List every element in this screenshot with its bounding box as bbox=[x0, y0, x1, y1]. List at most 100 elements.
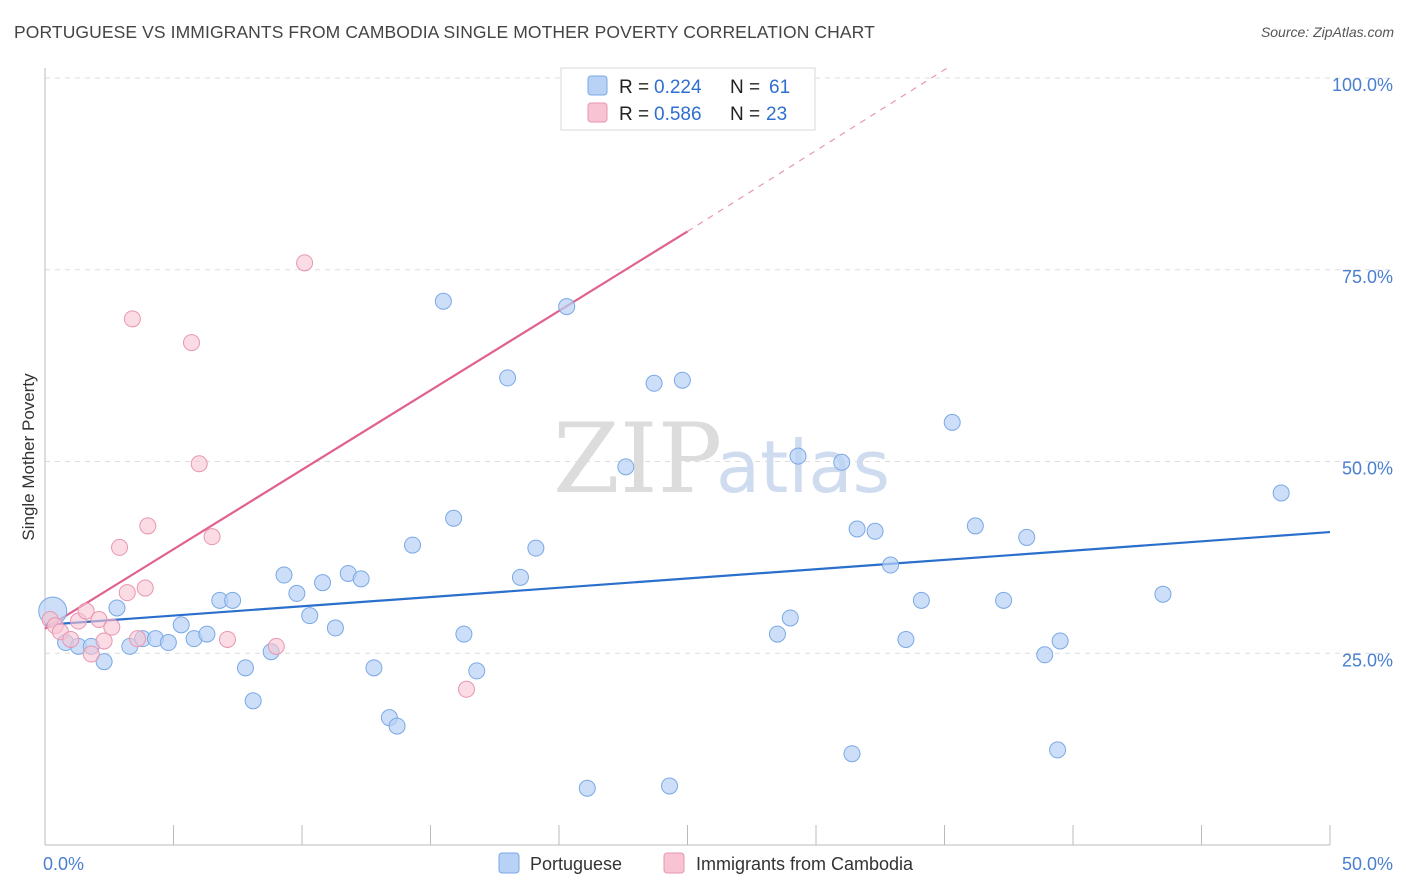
point-portuguese-18 bbox=[275, 566, 293, 584]
trend-layer bbox=[44, 65, 1331, 630]
point-portuguese-16 bbox=[244, 692, 262, 710]
y-tick-label-1: 50.0% bbox=[1342, 459, 1393, 479]
point-portuguese-37 bbox=[578, 779, 596, 797]
point-portuguese-20 bbox=[301, 607, 319, 625]
y-tick-label-2: 75.0% bbox=[1342, 267, 1393, 287]
point-portuguese-41 bbox=[673, 371, 691, 389]
point-portuguese-56 bbox=[1036, 646, 1054, 664]
axis-layer bbox=[44, 68, 1331, 846]
point-portuguese-45 bbox=[833, 453, 851, 471]
point-portuguese-55 bbox=[1018, 528, 1036, 546]
point-portuguese-39 bbox=[645, 374, 663, 392]
y-axis-label: Single Mother Poverty bbox=[19, 373, 38, 541]
point-cambodia-16 bbox=[182, 334, 200, 352]
point-cambodia-11 bbox=[118, 584, 136, 602]
x-tick-label-0: 0.0% bbox=[43, 854, 84, 874]
point-portuguese-43 bbox=[781, 609, 799, 627]
point-cambodia-8 bbox=[95, 632, 113, 650]
point-portuguese-47 bbox=[848, 520, 866, 538]
point-portuguese-5 bbox=[108, 599, 126, 617]
point-portuguese-48 bbox=[866, 522, 884, 540]
grid-layer bbox=[45, 77, 1390, 654]
point-portuguese-40 bbox=[661, 777, 679, 795]
point-portuguese-4 bbox=[95, 653, 113, 671]
bottom-legend-swatch-portuguese bbox=[498, 852, 520, 874]
legend-n-value-1: 61 bbox=[769, 77, 790, 98]
trendline-cambodia-extension bbox=[687, 65, 950, 232]
point-portuguese-46 bbox=[843, 745, 861, 763]
legend-n-label-1: N = bbox=[730, 77, 760, 98]
point-portuguese-14 bbox=[224, 591, 242, 609]
point-portuguese-49 bbox=[882, 556, 900, 574]
point-portuguese-51 bbox=[912, 591, 930, 609]
point-portuguese-50 bbox=[897, 630, 915, 648]
legend-r-value-1: 0.224 bbox=[654, 77, 702, 98]
point-cambodia-18 bbox=[203, 528, 221, 546]
point-cambodia-3 bbox=[62, 630, 80, 648]
point-portuguese-30 bbox=[445, 509, 463, 527]
legend-r-value-2: 0.586 bbox=[654, 104, 702, 125]
point-cambodia-7 bbox=[90, 611, 108, 629]
bottom-legend-swatch-cambodia bbox=[663, 852, 685, 874]
point-portuguese-38 bbox=[617, 458, 635, 476]
point-portuguese-24 bbox=[352, 570, 370, 588]
source-label: Source: ZipAtlas.com bbox=[1260, 24, 1394, 40]
point-cambodia-22 bbox=[457, 680, 475, 698]
y-tick-label-3: 100.0% bbox=[1332, 75, 1393, 95]
points-layer bbox=[38, 254, 1290, 797]
point-cambodia-17 bbox=[190, 455, 208, 473]
point-portuguese-54 bbox=[995, 591, 1013, 609]
x-tick-label-1: 50.0% bbox=[1342, 854, 1393, 874]
point-cambodia-9 bbox=[103, 618, 121, 636]
watermark-atlas: atlas bbox=[716, 425, 890, 509]
legend-n-label-2: N = bbox=[730, 104, 760, 125]
point-portuguese-42 bbox=[768, 625, 786, 643]
point-portuguese-29 bbox=[434, 292, 452, 310]
stats-legend: R = 0.224 N = 61 R = 0.586 N = 23 bbox=[560, 67, 816, 131]
bottom-legend-label-cambodia: Immigrants from Cambodia bbox=[696, 854, 914, 874]
point-cambodia-12 bbox=[123, 310, 141, 328]
point-portuguese-21 bbox=[314, 574, 332, 592]
point-portuguese-15 bbox=[236, 659, 254, 677]
trendline-portuguese bbox=[44, 530, 1331, 626]
point-cambodia-21 bbox=[296, 254, 314, 272]
point-portuguese-59 bbox=[1154, 585, 1172, 603]
series-legend: Portuguese Immigrants from Cambodia bbox=[498, 852, 914, 874]
point-portuguese-22 bbox=[326, 619, 344, 637]
bottom-legend-label-portuguese: Portuguese bbox=[530, 854, 622, 874]
legend-n-value-2: 23 bbox=[766, 104, 787, 125]
point-portuguese-32 bbox=[468, 662, 486, 680]
point-portuguese-44 bbox=[789, 447, 807, 465]
point-cambodia-10 bbox=[111, 538, 129, 556]
point-portuguese-10 bbox=[172, 616, 190, 634]
point-portuguese-19 bbox=[288, 584, 306, 602]
point-portuguese-27 bbox=[388, 717, 406, 735]
point-portuguese-12 bbox=[198, 625, 216, 643]
point-portuguese-34 bbox=[511, 568, 529, 586]
chart-title: PORTUGUESE VS IMMIGRANTS FROM CAMBODIA S… bbox=[14, 22, 875, 42]
point-portuguese-28 bbox=[404, 536, 422, 554]
point-portuguese-35 bbox=[527, 539, 545, 557]
point-cambodia-14 bbox=[136, 579, 154, 597]
watermark-zip: ZIP bbox=[553, 403, 722, 515]
point-portuguese-9 bbox=[159, 634, 177, 652]
point-portuguese-53 bbox=[966, 517, 984, 535]
point-portuguese-52 bbox=[943, 413, 961, 431]
legend-swatch-portuguese bbox=[587, 75, 608, 96]
point-portuguese-33 bbox=[499, 369, 517, 387]
point-cambodia-15 bbox=[139, 517, 157, 535]
point-portuguese-60 bbox=[1272, 484, 1290, 502]
point-cambodia-19 bbox=[218, 630, 236, 648]
point-portuguese-58 bbox=[1051, 632, 1069, 650]
point-portuguese-31 bbox=[455, 625, 473, 643]
tick-label-layer: 25.0% 50.0% 75.0% 100.0% 0.0% 50.0% bbox=[43, 75, 1393, 874]
legend-swatch-cambodia bbox=[587, 102, 608, 123]
point-portuguese-25 bbox=[365, 659, 383, 677]
legend-r-label-1: R = bbox=[619, 77, 649, 98]
point-portuguese-57 bbox=[1049, 741, 1067, 759]
trendline-cambodia bbox=[44, 230, 689, 630]
point-cambodia-6 bbox=[82, 645, 100, 663]
y-tick-label-0: 25.0% bbox=[1342, 650, 1393, 670]
point-portuguese-36 bbox=[558, 298, 576, 316]
